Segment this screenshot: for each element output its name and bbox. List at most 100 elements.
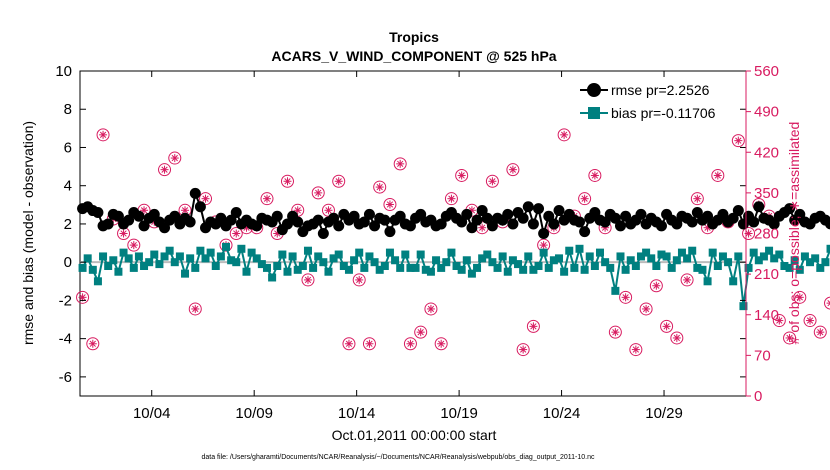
obs-assimilated-point [662,322,671,331]
obs-assimilated-point [283,177,292,186]
rmse-point [686,216,698,228]
rmse-point [614,220,626,232]
y-left-tick-label: -4 [59,331,72,348]
obs-assimilated-point [508,165,517,174]
asterisk-stroke [99,131,107,138]
bias-point [800,252,809,261]
y-left-tick-label: -2 [59,292,72,309]
bias-point [160,252,169,261]
obs-assimilated-point [611,328,620,337]
bias-point [616,252,625,261]
bias-point [580,265,589,274]
obs-assimilated-point [478,223,487,232]
bias-point [514,260,523,269]
rmse-point [527,218,539,230]
asterisk-stroke [642,305,650,313]
obs-assimilated-point [232,229,241,238]
rmse-point [133,210,145,222]
rmse-point [502,208,514,220]
bias-point [134,252,143,261]
rmse-point [194,201,206,213]
chart-subtitle: ACARS_V_WIND_COMPONENT @ 525 hPa [271,48,556,64]
obs-assimilated-point [519,345,528,354]
obs-possible-point [485,174,499,188]
bias-point [119,248,128,257]
y-left-tick-label: 8 [64,101,72,118]
bias-point [452,262,461,270]
bias-point [724,258,733,267]
rmse-point [271,210,283,222]
bias-point [104,262,113,270]
bias-point [324,267,333,276]
bias-point [447,248,456,257]
legend-bias-marker [588,107,600,119]
asterisk-stroke [622,294,629,301]
asterisk-stroke [284,178,291,185]
obs-assimilated-point [457,171,466,180]
asterisk-stroke [581,195,588,202]
bias-point [380,262,389,270]
rmse-point [363,208,375,220]
obs-assimilated-point [293,206,302,215]
bias-point [257,260,266,269]
x-tick-label: 10/29 [645,405,683,422]
asterisk-stroke [89,340,96,347]
asterisk-stroke [120,230,127,237]
obs-possible-point [342,337,356,351]
obs-assimilated-point [314,188,323,197]
bias-point [406,263,415,272]
obs-possible-point [393,157,407,171]
y-right-tick-label: 560 [754,63,779,80]
data-file-footer: data file: /Users/gharamti/Documents/NCA… [201,454,595,461]
bias-point [360,263,369,272]
bias-point [544,263,553,272]
asterisk-stroke [263,195,271,202]
obs-assimilated-point [303,275,312,284]
obs-assimilated-point [170,154,179,163]
bias-point [457,265,466,274]
y-axis-right-label: # of obs: o=possible; ∗=assimilated [786,122,802,345]
bias-point [442,258,451,267]
asterisk-stroke [560,131,568,138]
obs-assimilated-point [775,316,784,325]
obs-possible-point [188,302,202,316]
bias-point [677,248,686,257]
bias-point [795,265,804,274]
legend-entry-rmse: rmse pr=2.2526 [580,82,710,98]
bias-point [114,267,123,276]
asterisk-stroke [806,317,814,324]
obs-assimilated-point [693,194,702,203]
bias-point [483,250,492,259]
rmse-point [292,216,304,228]
obs-possible-point [229,227,243,240]
rmse-point [522,201,534,213]
rmse-point [507,218,519,230]
rmse-point [538,228,550,239]
rmse-point [517,212,529,224]
bias-point [549,256,558,265]
bias-point [754,256,763,265]
obs-assimilated-point [631,345,640,354]
rmse-point [548,218,560,230]
obs-assimilated-point [580,194,589,203]
bias-point [83,254,92,263]
obs-possible-point [280,174,294,188]
bias-point [575,244,584,253]
obs-possible-point [86,337,100,351]
rmse-point [92,206,104,218]
obs-assimilated-point [426,304,435,313]
asterisk-stroke [181,207,189,214]
bias-point [227,256,236,265]
bias-point [211,262,220,270]
bias-point [201,254,210,263]
bias-point [467,269,476,278]
obs-assimilated-point [191,304,200,313]
bias-point [539,248,548,257]
obs-possible-point [588,168,602,182]
bias-point [606,263,615,272]
bias-point [683,254,692,263]
bias-point [145,258,154,267]
obs-assimilated-point [539,241,548,250]
bias-point [385,248,394,257]
